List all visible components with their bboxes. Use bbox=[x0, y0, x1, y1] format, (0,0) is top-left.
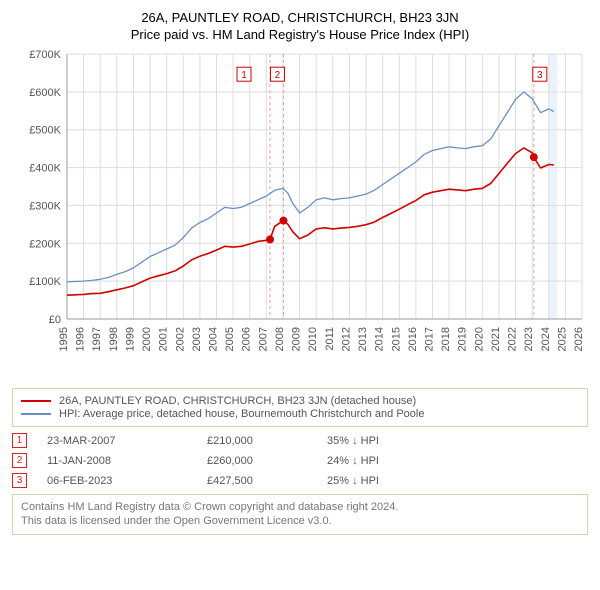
svg-text:£500K: £500K bbox=[29, 125, 61, 137]
svg-text:2: 2 bbox=[275, 70, 281, 81]
svg-text:£200K: £200K bbox=[29, 238, 61, 250]
annotation-price: £210,000 bbox=[207, 435, 327, 447]
annotation-diff: 24% ↓ HPI bbox=[327, 455, 379, 467]
svg-text:2017: 2017 bbox=[423, 327, 435, 351]
svg-text:2019: 2019 bbox=[457, 327, 469, 351]
legend-item-2: HPI: Average price, detached house, Bour… bbox=[21, 408, 579, 420]
annotation-row: 2 11-JAN-2008 £260,000 24% ↓ HPI bbox=[12, 453, 588, 468]
svg-text:2026: 2026 bbox=[573, 327, 585, 351]
svg-text:3: 3 bbox=[537, 70, 543, 81]
svg-text:2014: 2014 bbox=[374, 327, 386, 351]
svg-text:2008: 2008 bbox=[274, 327, 286, 351]
annotation-diff: 25% ↓ HPI bbox=[327, 475, 379, 487]
svg-text:2007: 2007 bbox=[257, 327, 269, 351]
svg-text:1998: 1998 bbox=[108, 327, 120, 351]
svg-text:2012: 2012 bbox=[340, 327, 352, 351]
legend-swatch-2 bbox=[21, 413, 51, 415]
title-line-2: Price paid vs. HM Land Registry's House … bbox=[12, 27, 588, 42]
svg-text:1999: 1999 bbox=[124, 327, 136, 351]
svg-text:2010: 2010 bbox=[307, 327, 319, 351]
svg-text:2005: 2005 bbox=[224, 327, 236, 351]
annotation-table: 1 23-MAR-2007 £210,000 35% ↓ HPI 2 11-JA… bbox=[12, 433, 588, 488]
annotation-marker: 1 bbox=[12, 433, 27, 448]
legend-label-2: HPI: Average price, detached house, Bour… bbox=[59, 408, 424, 420]
svg-text:2006: 2006 bbox=[241, 327, 253, 351]
annotation-row: 1 23-MAR-2007 £210,000 35% ↓ HPI bbox=[12, 433, 588, 448]
footer-line-1: Contains HM Land Registry data © Crown c… bbox=[21, 500, 579, 514]
svg-text:£100K: £100K bbox=[29, 276, 61, 288]
chart-svg: £0 £100K £200K £300K £400K £500K £600K £700K 199… bbox=[12, 44, 588, 384]
svg-text:2013: 2013 bbox=[357, 327, 369, 351]
svg-text:£600K: £600K bbox=[29, 87, 61, 99]
svg-text:1: 1 bbox=[241, 70, 247, 81]
svg-text:2024: 2024 bbox=[540, 327, 552, 351]
title-line-1: 26A, PAUNTLEY ROAD, CHRISTCHURCH, BH23 3… bbox=[12, 10, 588, 25]
svg-text:1996: 1996 bbox=[75, 327, 87, 351]
svg-text:2000: 2000 bbox=[141, 327, 153, 351]
footer-box: Contains HM Land Registry data © Crown c… bbox=[12, 494, 588, 535]
svg-text:£0: £0 bbox=[49, 314, 61, 326]
svg-text:2004: 2004 bbox=[208, 327, 220, 351]
annotation-date: 06-FEB-2023 bbox=[47, 475, 207, 487]
annotation-row: 3 06-FEB-2023 £427,500 25% ↓ HPI bbox=[12, 473, 588, 488]
svg-text:2025: 2025 bbox=[556, 327, 568, 351]
svg-text:2003: 2003 bbox=[191, 327, 203, 351]
svg-text:2015: 2015 bbox=[390, 327, 402, 351]
annotation-date: 11-JAN-2008 bbox=[47, 455, 207, 467]
annotation-marker: 2 bbox=[12, 453, 27, 468]
annotation-diff: 35% ↓ HPI bbox=[327, 435, 379, 447]
svg-text:2001: 2001 bbox=[158, 327, 170, 351]
svg-text:2009: 2009 bbox=[291, 327, 303, 351]
svg-text:2021: 2021 bbox=[490, 327, 502, 351]
chart-container: 26A, PAUNTLEY ROAD, CHRISTCHURCH, BH23 3… bbox=[0, 0, 600, 547]
svg-text:2016: 2016 bbox=[407, 327, 419, 351]
svg-text:£700K: £700K bbox=[29, 49, 61, 61]
line-chart: £0 £100K £200K £300K £400K £500K £600K £700K 199… bbox=[12, 44, 588, 384]
svg-text:1997: 1997 bbox=[91, 327, 103, 351]
annotation-marker: 3 bbox=[12, 473, 27, 488]
footer-line-2: This data is licensed under the Open Gov… bbox=[21, 514, 579, 528]
svg-text:2020: 2020 bbox=[473, 327, 485, 351]
svg-text:£300K: £300K bbox=[29, 200, 61, 212]
svg-text:2002: 2002 bbox=[174, 327, 186, 351]
svg-text:2023: 2023 bbox=[523, 327, 535, 351]
legend-label-1: 26A, PAUNTLEY ROAD, CHRISTCHURCH, BH23 3… bbox=[59, 395, 416, 407]
annotation-date: 23-MAR-2007 bbox=[47, 435, 207, 447]
legend-swatch-1 bbox=[21, 400, 51, 402]
svg-text:2011: 2011 bbox=[324, 327, 336, 351]
annotation-price: £260,000 bbox=[207, 455, 327, 467]
legend-item-1: 26A, PAUNTLEY ROAD, CHRISTCHURCH, BH23 3… bbox=[21, 395, 579, 407]
annotation-price: £427,500 bbox=[207, 475, 327, 487]
svg-text:2018: 2018 bbox=[440, 327, 452, 351]
svg-text:£400K: £400K bbox=[29, 163, 61, 175]
svg-text:2022: 2022 bbox=[507, 327, 519, 351]
svg-text:1995: 1995 bbox=[58, 327, 70, 351]
legend-box: 26A, PAUNTLEY ROAD, CHRISTCHURCH, BH23 3… bbox=[12, 388, 588, 427]
